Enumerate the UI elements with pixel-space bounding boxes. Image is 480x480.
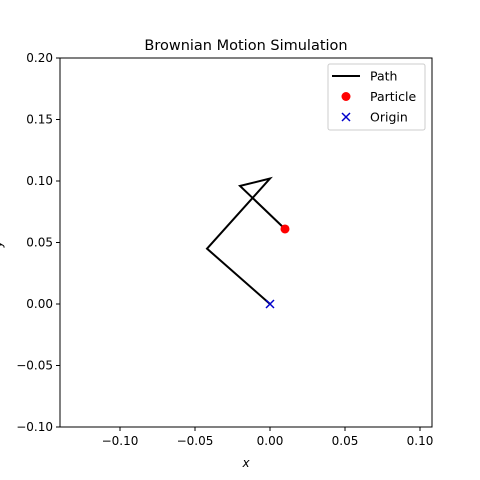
y-tick-label: −0.05 xyxy=(16,359,53,373)
x-tick-label: −0.10 xyxy=(102,434,139,448)
legend-entry: Path xyxy=(332,69,397,84)
y-axis: −0.10 −0.05 0.00 0.05 0.10 0.15 0.20 xyxy=(16,51,60,434)
y-tick-label: 0.05 xyxy=(26,236,53,250)
legend-box xyxy=(327,63,426,131)
x-tick-label: 0.10 xyxy=(407,434,434,448)
y-tick-label: 0.00 xyxy=(26,297,53,311)
x-axis: −0.10 −0.05 0.00 0.05 0.10 xyxy=(102,427,434,448)
plot-area xyxy=(205,176,290,309)
y-tick-label: −0.10 xyxy=(16,420,53,434)
legend-label: Origin xyxy=(370,110,408,125)
legend-entry: Particle xyxy=(341,89,416,104)
origin-marker xyxy=(265,299,275,309)
legend-circle-swatch xyxy=(341,92,351,101)
legend-label: Path xyxy=(370,69,397,84)
particle-marker xyxy=(280,224,290,234)
path-line xyxy=(205,176,286,305)
legend-x-swatch xyxy=(341,112,351,122)
legend-entry: Origin xyxy=(341,110,408,125)
x-tick-label: −0.05 xyxy=(177,434,214,448)
y-tick-label: 0.20 xyxy=(26,51,53,65)
y-tick-label: 0.15 xyxy=(26,113,53,127)
y-axis-label: y xyxy=(0,240,5,249)
legend-label: Particle xyxy=(370,89,416,104)
y-tick-label: 0.10 xyxy=(26,174,53,188)
legend: Path Particle Origin xyxy=(327,63,426,131)
x-axis-label: x xyxy=(241,456,250,470)
chart-title: Brownian Motion Simulation xyxy=(144,38,347,54)
x-tick-label: 0.05 xyxy=(332,434,359,448)
x-tick-label: 0.00 xyxy=(257,434,284,448)
